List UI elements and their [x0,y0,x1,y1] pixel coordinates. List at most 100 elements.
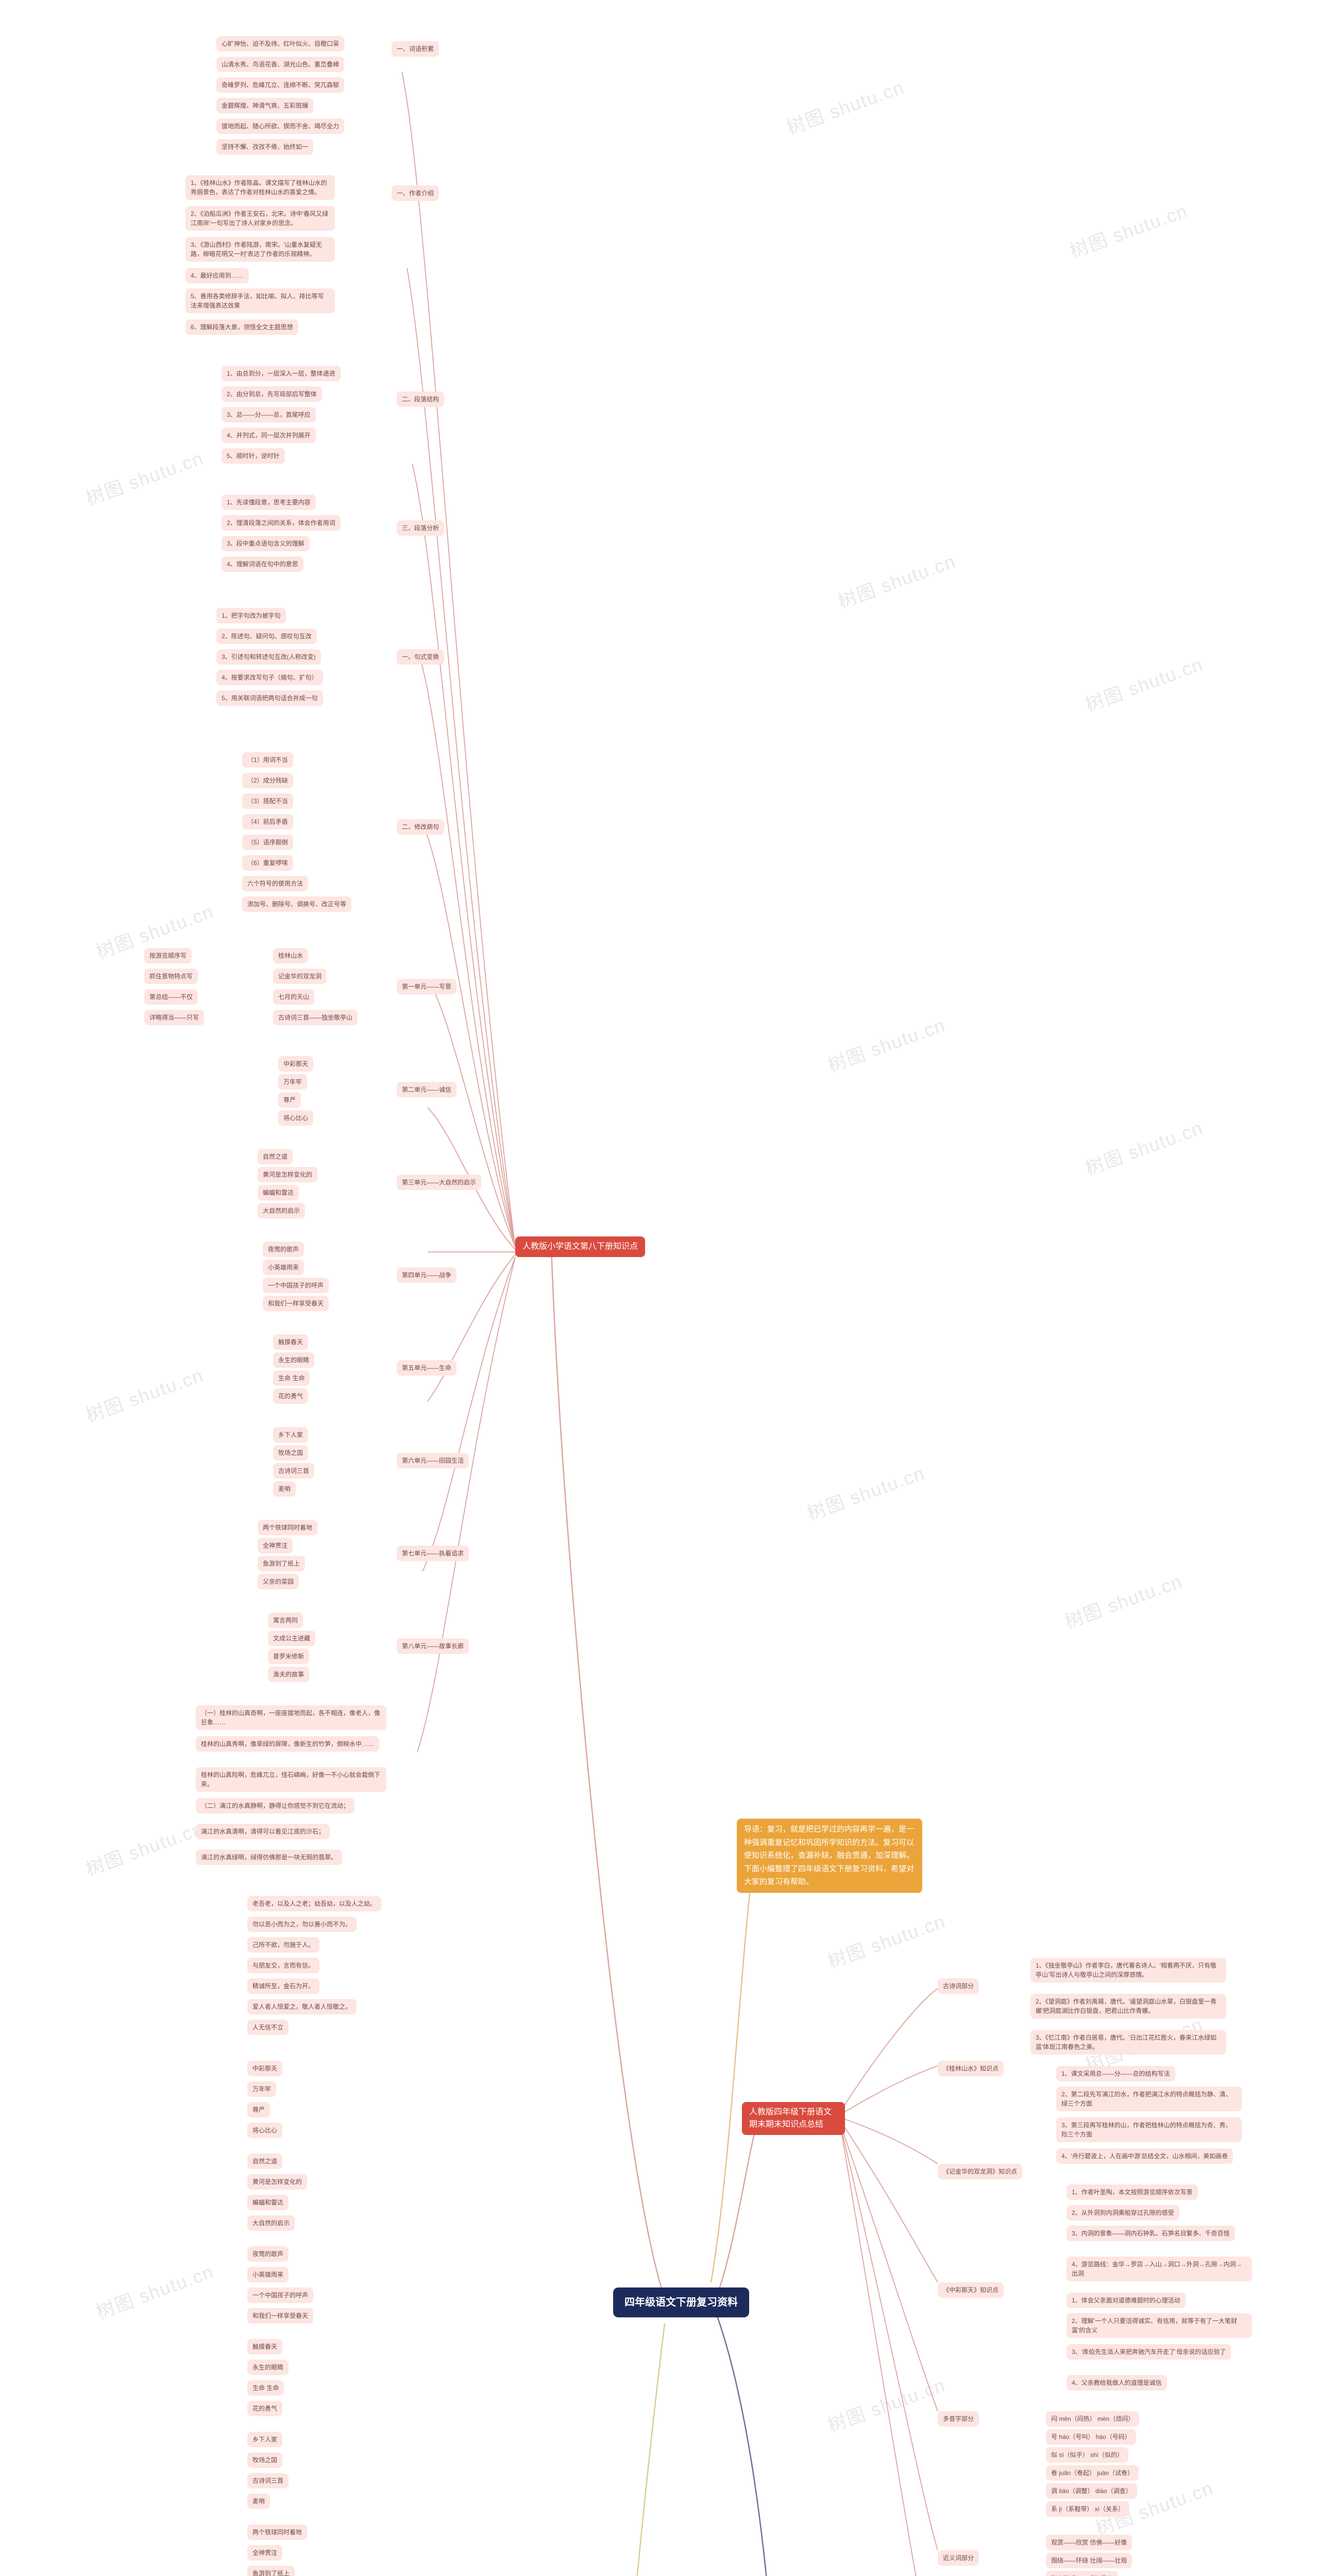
watermark: 树图 shutu.cn [823,2370,949,2438]
b1-g1-4: 拔地而起、随心所欲、锲而不舍、竭尽全力 [216,118,344,134]
b1-g6-6: 六个符号的使用方法 [242,876,308,891]
b1-g14-2: 普罗米修斯 [268,1649,309,1664]
b1-g6-4: （5）语序颠倒 [242,835,293,850]
b1-g13-3: 父亲的菜园 [258,1574,299,1589]
b1-g10-header: 第四单元——战争 [397,1267,456,1283]
b1-g3-2: 3、总——分——总，首尾呼应 [222,407,316,422]
b1-g1-1: 山清水秀、鸟语花香、湖光山色、重峦叠嶂 [216,57,344,72]
tail-14: 生命 生命 [247,2380,284,2396]
b1-g2-0: 1、《桂林山水》作者陈淼。课文描写了桂林山水的秀丽景色，表达了作者对桂林山水的喜… [185,175,335,200]
b1-g6-3: （4）前后矛盾 [242,814,293,829]
b3-g3-1: 2、从外洞到内洞乘船穿过孔隙的感受 [1067,2205,1179,2221]
b1-extra-1: 勿以恶小而为之，勿以善小而不为。 [247,1917,357,1932]
b1-g3-3: 4、并列式，同一层次并列展开 [222,428,316,443]
b1-g10-0: 夜莺的歌声 [263,1242,304,1257]
b1-g7b-1: 抓住景物特点写 [144,969,198,984]
b1-g1-3: 金碧辉煌、神清气爽、五彩斑斓 [216,98,313,113]
b3-h2: 《桂林山水》知识点 [938,2061,1004,2076]
b1-g12-2: 古诗词三首 [273,1463,314,1479]
watermark: 树图 shutu.cn [1081,1113,1206,1181]
b1-g9-1: 黄河是怎样变化的 [258,1167,317,1182]
b1-g7b-2: 第总结——不仅 [144,989,198,1005]
b1-para-1: 桂林的山真秀啊，像翠绿的屏障，像新生的竹笋，倒映水中…… [196,1736,379,1752]
b1-g4-0: 1、先读懂段意，思考主要内容 [222,495,316,510]
b1-g14-3: 渔夫的故事 [268,1667,309,1682]
tail-19: 麦哨 [247,2494,270,2509]
tail-20: 两个铁球同时着地 [247,2524,307,2540]
b3-h1: 古诗词部分 [938,1978,979,1994]
watermark: 树图 shutu.cn [834,547,959,614]
tail-17: 牧场之国 [247,2452,282,2468]
b1-g1-2: 奇峰罗列、危峰兀立、连绵不断、突兀森郁 [216,77,344,93]
watermark: 树图 shutu.cn [81,1814,207,1882]
root-node: 四年级语文下册复习资料 [613,2287,749,2317]
b3-g1-2: 3、《忆江南》作者白居易，唐代。'日出江花红胜火，春来江水绿如蓝'体现江南春色之… [1030,2030,1226,2055]
b1-g12-1: 牧场之国 [273,1445,308,1461]
b1-g2-3: 4、最好应用到…… [185,268,249,283]
b1-g2-5: 6、理解段落大意，领悟全文主题思想 [185,319,298,335]
tail-5: 黄河是怎样变化的 [247,2174,307,2190]
watermark: 树图 shutu.cn [81,444,207,511]
b3-g4-0: 1、体会父亲面对道德难题时的心理活动 [1067,2293,1186,2308]
tail-0: 中彩那天 [247,2061,282,2076]
b1-g6-0: （1）用词不当 [242,752,293,768]
branch-1-title: 人教版小学语文第八下册知识点 [515,1236,645,1257]
b1-g6-header: 二、修改病句 [397,819,444,835]
tail-21: 全神贯注 [247,2545,282,2561]
b1-g10-2: 一个中国孩子的呼声 [263,1278,329,1293]
tail-16: 乡下人家 [247,2432,282,2447]
watermark: 树图 shutu.cn [1066,196,1191,264]
watermark: 树图 shutu.cn [1081,650,1206,717]
b1-g7-0: 桂林山水 [273,948,308,963]
b3-h6: 近义词部分 [938,2550,979,2566]
b1-g9-2: 蝙蝠和雷达 [258,1185,299,1200]
watermark: 树图 shutu.cn [782,73,907,140]
b1-g2-1: 2、《泊船瓜洲》作者王安石，北宋。诗中'春风又绿江南岸'一句写出了诗人对家乡的思… [185,206,335,231]
b1-g5-0: 1、把字句改为被字句 [216,608,286,623]
b1-g3-0: 1、由总到分，一层深入一层，整体递进 [222,366,341,381]
b1-extra-6: 人无信不立 [247,2020,289,2035]
b1-g2-header: 一、作者介绍 [392,185,439,201]
b1-g7-1: 记金华的双龙洞 [273,969,327,984]
tail-10: 一个中国孩子的呼声 [247,2287,313,2303]
b1-g5-2: 3、引述句和转述句互改(人称改变) [216,649,321,665]
b1-g14-0: 寓言两则 [268,1613,303,1628]
b1-g12-3: 麦哨 [273,1481,296,1497]
b1-g13-1: 全神贯注 [258,1538,293,1553]
b3-g1-0: 1、《独坐敬亭山》作者李白，唐代著名诗人。'相看两不厌，只有敬亭山'写出诗人与敬… [1030,1958,1226,1982]
b1-g8-1: 万年牢 [278,1074,307,1090]
tail-11: 和我们一样享受春天 [247,2308,313,2324]
b1-g8-3: 将心比心 [278,1110,313,1126]
b1-extra-5: 爱人者人恒爱之，敬人者人恒敬之。 [247,1999,357,2014]
tail-6: 蝙蝠和雷达 [247,2195,289,2210]
b1-para-4: 漓江的水真清啊，清得可以看见江底的沙石； [196,1824,330,1839]
b3-g2-1: 2、第二段先写漓江的水，作者把漓江水的特点概括为静、清、绿三个方面 [1056,2087,1242,2111]
b3-g4-2: 3、'库伯先生派人来把奔驰汽车开走了'母亲说的话应验了 [1067,2344,1231,2360]
tail-7: 大自然的启示 [247,2215,295,2231]
watermark: 树图 shutu.cn [81,1361,207,1428]
b1-g8-2: 尊严 [278,1092,301,1108]
b1-g6-1: （2）成分残缺 [242,773,293,788]
b1-g11-2: 生命 生命 [273,1370,310,1386]
b1-g6-2: （3）搭配不当 [242,793,293,809]
b3-g2-2: 3、第三段再写桂林的山，作者把桂林山的特点概括为奇、秀、险三个方面 [1056,2117,1242,2142]
b1-g12-header: 第六单元——田园生活 [397,1453,469,1468]
b1-g8-0: 中彩那天 [278,1056,313,1072]
b1-g8-header: 第二单元——诚信 [397,1082,456,1097]
b1-extra-3: 与朋友交，言而有信。 [247,1958,319,1973]
b1-g1-5: 坚持不懈、孜孜不倦、始终如一 [216,139,313,155]
tail-2: 尊严 [247,2102,270,2117]
b3-g6-1: 围绕——环绕 壮阔——壮观 [1046,2553,1132,2568]
tail-3: 将心比心 [247,2123,282,2138]
watermark: 树图 shutu.cn [92,2257,217,2325]
b3-g2-3: 4、'舟行碧波上，人在画中游'总结全文，山水相间，美如画卷 [1056,2148,1233,2164]
b3-g5-4: 调 tiáo（调整） diào（调查） [1046,2483,1137,2499]
b1-g1-0: 心旷神怡、迫不及待、红叶似火、目瞪口呆 [216,36,344,52]
b1-g13-header: 第七单元——执着追求 [397,1546,469,1561]
b3-g2-0: 1、课文采用总——分——总的结构写法 [1056,2066,1175,2081]
b3-h3: 《记金华的双龙洞》知识点 [938,2164,1022,2179]
b1-g11-header: 第五单元——生命 [397,1360,456,1376]
b3-g3-2: 3、内洞的景象——洞内石钟乳、石笋名目繁多、千奇百怪 [1067,2226,1235,2241]
b1-g6-5: （6）重复啰嗦 [242,855,293,871]
b1-g9-3: 大自然的启示 [258,1203,305,1218]
